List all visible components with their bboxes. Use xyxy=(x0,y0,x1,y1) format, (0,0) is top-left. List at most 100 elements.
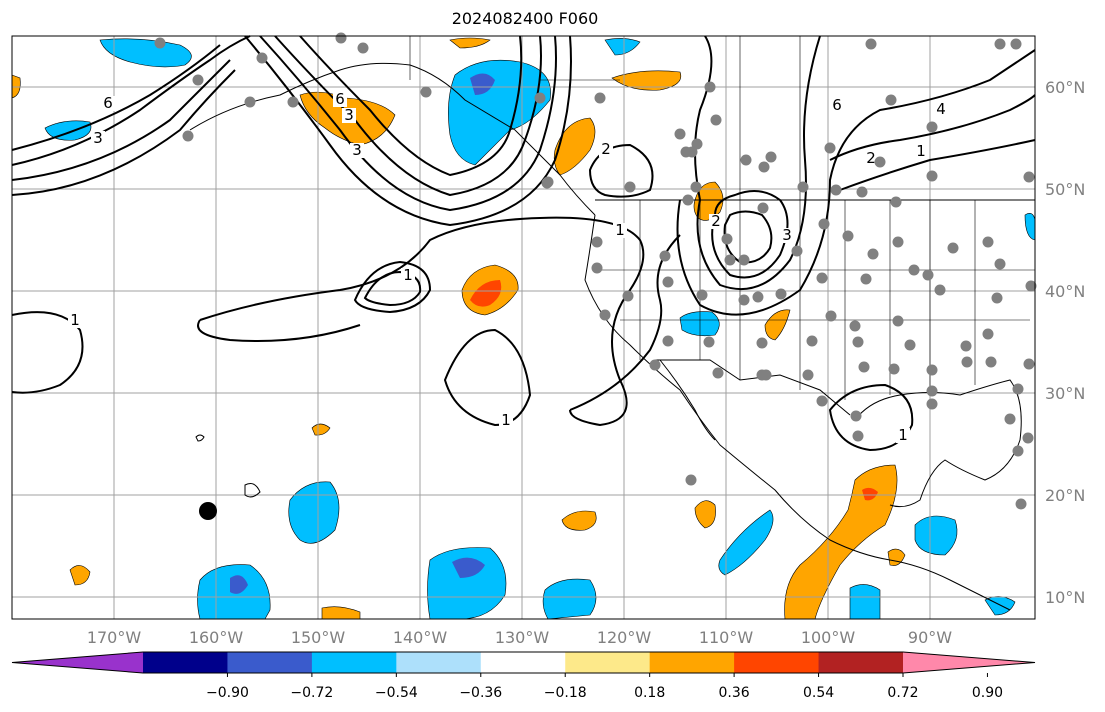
negative-anomaly-region xyxy=(99,38,192,68)
contour-line xyxy=(829,94,1036,161)
longitude-label: 140°W xyxy=(393,628,448,647)
contour-line xyxy=(11,44,221,151)
station-dot xyxy=(824,142,836,154)
station-dot xyxy=(926,385,938,397)
strong-positive-region xyxy=(470,280,502,307)
station-dot xyxy=(994,38,1006,50)
contour-label-background xyxy=(599,142,613,157)
contour-label: 6 xyxy=(103,94,113,112)
contour-line xyxy=(676,49,1036,316)
latitude-label: 10°N xyxy=(1045,588,1085,607)
station-dot xyxy=(816,395,828,407)
station-dot xyxy=(594,92,606,104)
station-dot xyxy=(659,250,671,262)
station-dot xyxy=(860,273,872,285)
canada-lines xyxy=(409,36,801,200)
negative-anomaly-region xyxy=(427,547,507,620)
station-dot xyxy=(856,186,868,198)
station-dot xyxy=(662,335,674,347)
station-dot xyxy=(865,38,877,50)
station-dot xyxy=(1012,383,1024,395)
station-dot xyxy=(985,356,997,368)
positive-anomaly-region xyxy=(311,423,331,436)
station-dot xyxy=(192,74,204,86)
contour-label-background xyxy=(101,96,115,111)
contour-label: 6 xyxy=(335,90,345,108)
colorbar-segment xyxy=(396,652,482,673)
contour-label: 3 xyxy=(782,226,792,244)
map-title: 2024082400 F060 xyxy=(451,9,599,28)
positive-anomaly-region xyxy=(887,548,906,566)
station-dot xyxy=(1010,38,1022,50)
station-dot xyxy=(874,156,886,168)
strong-negative-region xyxy=(470,73,495,95)
station-dot xyxy=(758,161,770,173)
station-dot xyxy=(775,288,787,300)
station-dot xyxy=(1022,432,1034,444)
station-dot xyxy=(904,339,916,351)
negative-anomaly-region xyxy=(604,38,641,56)
station-dot xyxy=(885,94,897,106)
contour-label: 1 xyxy=(898,426,908,444)
latitude-label: 20°N xyxy=(1045,486,1085,505)
negative-anomaly-region xyxy=(288,481,340,544)
contour-label-background xyxy=(401,268,415,283)
contour-label: 3 xyxy=(344,106,354,124)
station-dot xyxy=(534,92,546,104)
contour-label-background xyxy=(864,151,878,166)
latitude-label: 60°N xyxy=(1045,78,1085,97)
station-dot xyxy=(842,230,854,242)
longitude-label: 130°W xyxy=(495,628,550,647)
station-dot xyxy=(1023,171,1035,183)
station-dot xyxy=(892,236,904,248)
station-dot xyxy=(816,272,828,284)
longitude-label: 90°W xyxy=(908,628,952,647)
station-dot xyxy=(691,138,703,150)
station-dot xyxy=(825,310,837,322)
station-dot xyxy=(982,328,994,340)
contour-line xyxy=(274,35,542,197)
colorbar: −0.90 −0.72 −0.54 −0.36 −0.18 0.18 0.36 0.54 0.7… xyxy=(11,651,1036,701)
contour-label: 1 xyxy=(916,142,926,160)
contour-label-background xyxy=(333,92,347,107)
station-dots xyxy=(154,32,1037,510)
contour-label-background xyxy=(613,223,627,238)
contour-label: 3 xyxy=(93,129,103,147)
negative-anomaly-region xyxy=(542,578,597,620)
station-dot xyxy=(256,52,268,64)
station-dot xyxy=(685,474,697,486)
contour-label: 1 xyxy=(403,266,413,284)
strong-negative-region xyxy=(452,557,485,578)
station-dot xyxy=(696,289,708,301)
contour-line xyxy=(723,210,773,264)
station-dot xyxy=(724,254,736,266)
station-dot xyxy=(740,154,752,166)
station-dot xyxy=(797,181,809,193)
contour-label: 1 xyxy=(615,221,625,239)
station-dot xyxy=(680,146,692,158)
contour-label-background xyxy=(342,108,356,123)
baja-peninsula xyxy=(659,359,716,441)
station-dot xyxy=(1025,280,1037,292)
station-dot xyxy=(760,369,772,381)
contour-label: 2 xyxy=(601,140,611,158)
station-dot xyxy=(624,181,636,193)
hawaii-marker xyxy=(199,502,217,520)
colorbar-extend-high xyxy=(903,652,1035,673)
station-dot xyxy=(721,233,733,245)
station-dot xyxy=(934,284,946,296)
station-dot xyxy=(757,202,769,214)
contour-line xyxy=(694,35,821,291)
colorbar-tick-label: −0.36 xyxy=(459,685,502,701)
station-dot xyxy=(806,335,818,347)
station-dot xyxy=(287,96,299,108)
contour-line xyxy=(11,69,236,196)
contour-label-background xyxy=(830,98,844,113)
colorbar-tick-label: 0.90 xyxy=(972,685,1003,701)
station-dot xyxy=(961,356,973,368)
station-dot xyxy=(591,262,603,274)
contour-label: 3 xyxy=(352,141,362,159)
hawaii-islands xyxy=(195,434,261,498)
station-dot xyxy=(357,42,369,54)
